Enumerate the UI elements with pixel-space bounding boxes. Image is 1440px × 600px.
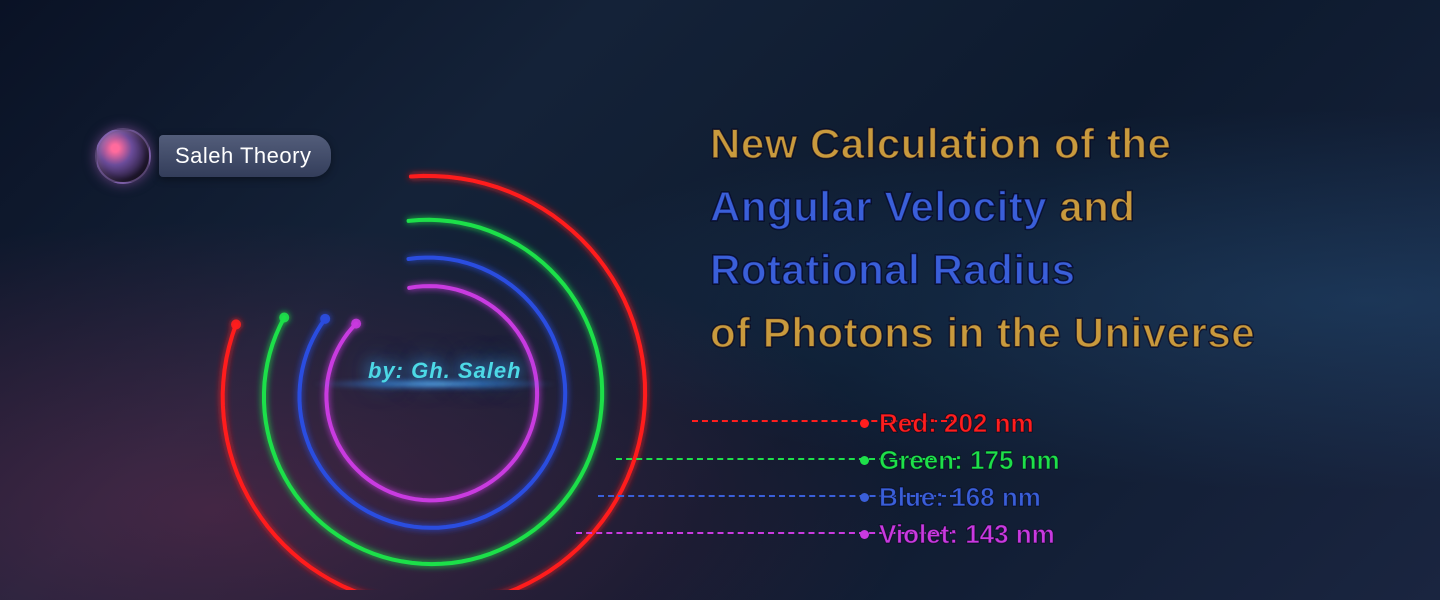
bullet-icon: [860, 530, 869, 539]
author-name: Gh. Saleh: [411, 358, 521, 383]
photon-arc-diagram: [110, 90, 710, 590]
author-prefix: by:: [368, 358, 404, 383]
legend-item: Red: 202 nm: [860, 408, 1200, 439]
legend-item: Blue: 168 nm: [860, 482, 1200, 513]
wavelength-legend: Red: 202 nm Green: 175 nm Blue: 168 nm Viol…: [860, 408, 1200, 556]
title-line-2: Angular Velocity and: [710, 175, 1370, 238]
title-line-3: Rotational Radius: [710, 238, 1370, 301]
legend-item: Green: 175 nm: [860, 445, 1200, 476]
legend-label: Blue: 168 nm: [879, 482, 1041, 513]
title-block: New Calculation of the Angular Velocity …: [710, 112, 1370, 364]
legend-label: Red: 202 nm: [879, 408, 1034, 439]
legend-label: Violet: 143 nm: [879, 519, 1055, 550]
legend-label: Green: 175 nm: [879, 445, 1060, 476]
arc-violet: [326, 286, 537, 500]
arc-green: [264, 220, 602, 564]
bullet-icon: [860, 456, 869, 465]
title-line-4: of Photons in the Universe: [710, 301, 1370, 364]
bullet-icon: [860, 419, 869, 428]
author-credit: by: Gh. Saleh: [368, 358, 522, 384]
legend-item: Violet: 143 nm: [860, 519, 1200, 550]
title-line-1: New Calculation of the: [710, 112, 1370, 175]
bullet-icon: [860, 493, 869, 502]
arc-blue: [300, 258, 566, 528]
